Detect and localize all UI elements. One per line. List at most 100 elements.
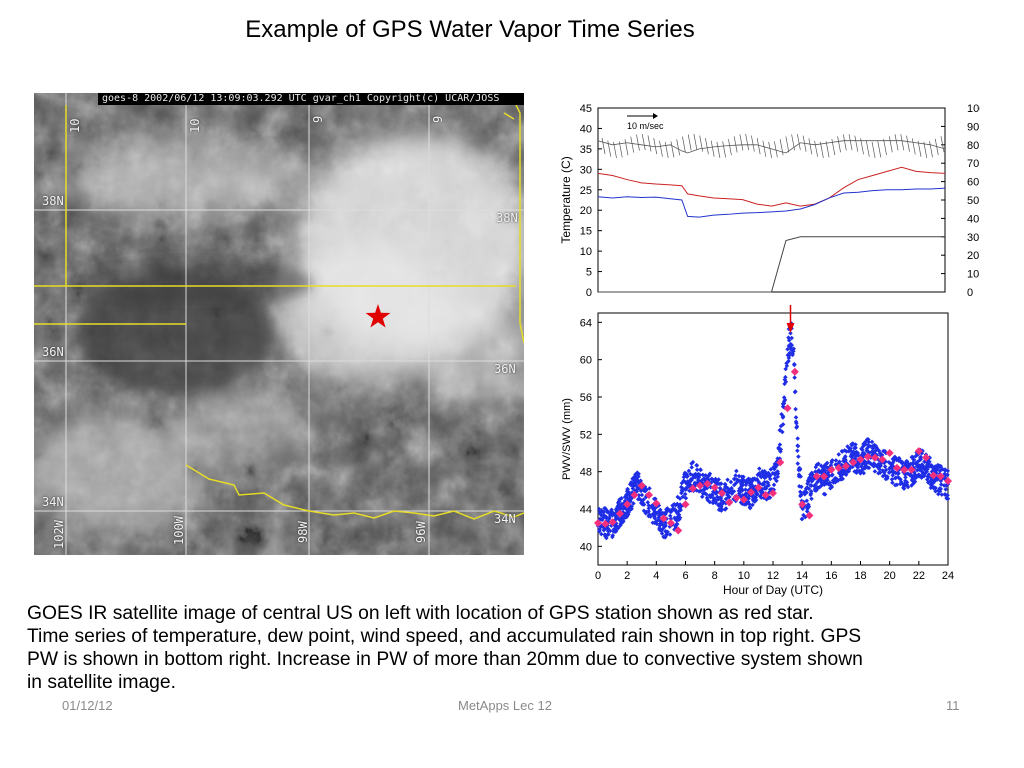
pwv-point [818, 478, 823, 483]
wind-barb [739, 134, 744, 151]
pwv-point [931, 486, 937, 491]
pwv-point [857, 468, 862, 474]
pwv-point [864, 437, 870, 442]
x-tick-label: 22 [913, 570, 925, 582]
wind-barb [785, 136, 790, 153]
wind-barb [871, 141, 876, 159]
pwv-point [805, 505, 810, 510]
caption-line-4: in satellite image. [27, 672, 176, 693]
y2-tick-label: 100 [967, 103, 980, 115]
wind-barb [716, 141, 721, 159]
pwv-point [750, 502, 755, 508]
y-tick-label: 64 [580, 317, 592, 329]
swv-point [608, 518, 617, 527]
caption-line-1: GOES IR satellite image of central US on… [27, 603, 814, 624]
swv-point [900, 465, 909, 474]
pwv-point [729, 485, 734, 491]
pwv-point [696, 471, 701, 477]
series-line-3 [598, 236, 945, 293]
swv-point [652, 499, 661, 508]
swv-point [820, 472, 829, 481]
wind-barbs [601, 134, 945, 159]
wind-barb [831, 139, 836, 156]
y2-tick-label: 30 [967, 232, 979, 244]
swv-point [841, 462, 850, 471]
y-tick-label: 25 [580, 185, 592, 197]
swv-point [936, 472, 945, 481]
pwv-point [717, 481, 723, 487]
lat-label-38n-right: 38N [496, 211, 518, 225]
pwv-point [659, 528, 664, 534]
lon-label-100w: 100W [172, 516, 186, 545]
peak-arrowhead [786, 323, 795, 333]
pwv-point [688, 477, 694, 482]
pwv-point [793, 415, 799, 420]
pwv-point [686, 468, 692, 474]
pwv-point [795, 436, 800, 441]
pwv-point [806, 479, 811, 484]
y2-tick-label: 0 [967, 287, 973, 299]
wind-barb [797, 134, 801, 151]
pwv-point [656, 513, 662, 519]
pwv-point [841, 471, 847, 476]
wind-barb [710, 140, 715, 157]
wind-barb [722, 141, 727, 158]
pwv-point [710, 492, 715, 498]
wind-barb [641, 134, 646, 151]
wind-barb [894, 134, 899, 151]
pwv-point [808, 483, 813, 488]
pwv-point [814, 462, 820, 468]
x-tick-label: 16 [825, 570, 837, 582]
swv-point [623, 500, 632, 509]
wind-barb [751, 135, 755, 152]
swv-point [827, 465, 836, 474]
wind-barb [877, 141, 882, 158]
pwv-point [881, 448, 886, 454]
swv-point [659, 514, 668, 523]
lat-label-38n-left: 38N [42, 194, 64, 208]
pwv-point [795, 461, 801, 466]
lon-label-top-2: 10 [188, 118, 202, 133]
wind-barb [842, 134, 847, 151]
y-tick-label: 40 [580, 541, 592, 553]
pwv-point [913, 453, 918, 459]
swv-point [674, 526, 683, 535]
pwv-point [910, 462, 916, 467]
lon-label-96w: 96W [414, 521, 428, 543]
wind-barb [659, 140, 663, 157]
pwv-point [796, 472, 802, 477]
pwv-point [694, 463, 700, 468]
plot-frame [597, 107, 946, 293]
x-tick-label: 8 [712, 570, 718, 582]
swv-point [630, 491, 639, 499]
pwv-point [884, 475, 890, 481]
y-axis-label: PWV/SWV (mm) [561, 398, 573, 480]
pwv-point [901, 485, 906, 491]
wind-barb [837, 136, 841, 153]
swv-point [681, 500, 690, 509]
pwv-point [605, 509, 610, 515]
pwv-point [605, 532, 611, 537]
pwv-point [677, 496, 683, 501]
wind-barb [601, 137, 606, 155]
pwv-point [778, 449, 783, 454]
swv-point [725, 498, 734, 507]
wind-barb [825, 141, 830, 158]
pwv-point [890, 472, 895, 478]
swv-point [776, 458, 785, 467]
pwv-point [925, 466, 930, 472]
y2-axis-label: Accum Precip (mm) [979, 147, 980, 252]
pwv-point [809, 496, 814, 502]
swv-point [710, 483, 719, 492]
pwv-point [882, 464, 888, 469]
pwv-point [794, 424, 800, 429]
pwv-point [892, 454, 898, 460]
wind-scale-label: 10 m/sec [627, 121, 664, 131]
y2-tick-label: 90 [967, 121, 979, 133]
y-tick-label: 35 [580, 144, 592, 156]
plot-frame [597, 312, 949, 566]
pwv-point [911, 457, 917, 463]
wind-barb [768, 141, 772, 159]
swv-point [732, 493, 741, 502]
pwv-point [791, 361, 797, 367]
